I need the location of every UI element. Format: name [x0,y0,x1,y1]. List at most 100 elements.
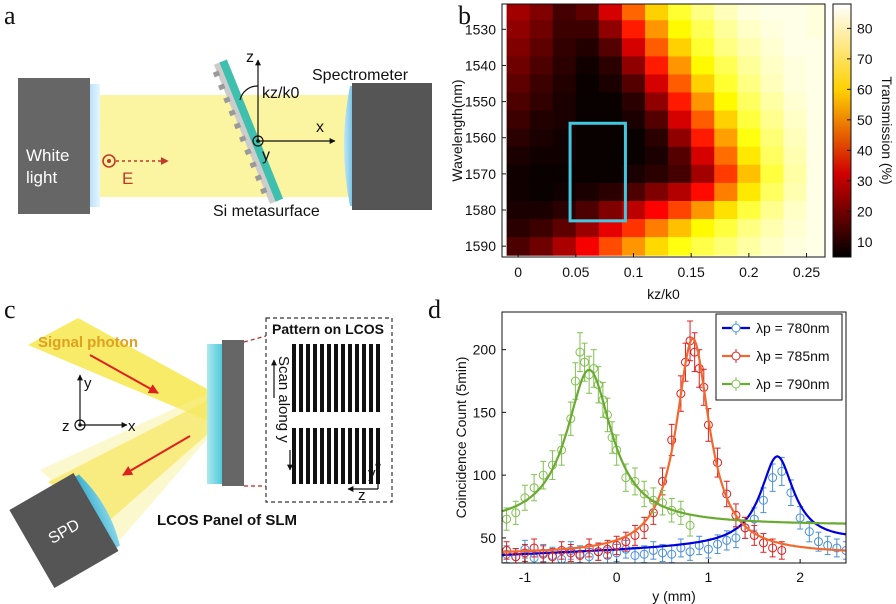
heatmap-cell [575,74,600,94]
heatmap-cell [668,38,692,57]
heatmap-cell [621,128,646,148]
panel-c-label: c [4,295,16,324]
heatmap-cell [760,74,784,94]
heatmap-cell [621,20,646,39]
heatmap-cell [575,219,600,238]
stripe-upper [369,344,373,412]
heatmap-cell [714,20,738,39]
data-point [612,540,622,550]
c-axis-x-label: x [128,418,136,435]
panel-c: c Signal photon y z x Pattern on LCOS Sc… [4,295,393,588]
spd-box [9,473,119,588]
data-point [667,549,677,559]
x-tick-label: 1 [705,569,713,585]
heatmap-cell [691,237,715,256]
data-point [511,508,521,518]
heatmap-cell [506,200,531,220]
heatmap-cell [806,4,826,21]
heatmap-cell [806,110,826,130]
x-tick-label: -1 [519,569,532,585]
heatmap-cell [598,200,623,220]
colorbar [832,3,852,258]
stripe-lower [313,428,317,484]
data-point [768,473,778,483]
plot-y-label: Coincidence Count (5min) [453,357,469,519]
heatmap-cell [575,146,600,166]
data-point [832,543,842,553]
data-point [777,545,787,555]
data-point [547,552,557,562]
heatmap-cell [529,92,554,112]
legend-marker [731,351,741,361]
c-axis-y-label: y [84,375,92,392]
stripe-lower [355,428,359,484]
data-point [538,470,548,480]
source-label-line2: light [26,168,57,187]
heatmap-cell [552,4,577,21]
heatmap-cell [714,56,738,75]
heatmap-cell [598,219,623,238]
data-point [630,550,640,560]
stripe-upper [362,344,366,412]
heatmap-cells [506,4,826,256]
heatmap-cell [691,4,715,21]
coincidence-plot [502,320,846,563]
x-tick-label: 0 [613,569,621,585]
heatmap-cell [737,74,761,94]
data-point [520,548,530,558]
heatmap-cell [552,56,577,75]
heatmap-cell [552,219,577,238]
heatmap-cell [621,219,646,238]
colorbar-label: Transmission (%) [879,76,895,184]
colorbar-tick-label: 80 [857,20,873,36]
stripe-upper [341,344,345,412]
stripe-upper [313,344,317,412]
field-polarization-icon [102,154,169,168]
heatmap-cell [737,237,761,256]
heatmap-cell [760,146,784,166]
heatmap-cell [668,164,692,184]
heatmap-cell [714,200,738,220]
colorbar-tick-label: 20 [857,203,873,219]
heatmap-cell [645,92,669,112]
heatmap-cell [668,110,692,130]
slm-surface [207,344,223,484]
heatmap-cell [783,146,808,166]
heatmap-cell [575,110,600,130]
signal-photon-label: Signal photon [38,334,138,351]
heatmap-cell [598,182,623,202]
heatmap-cell [645,20,669,39]
data-point [621,537,631,547]
x-tick-label: 0.1 [624,264,644,280]
heatmap-cell [645,4,669,21]
heatmap-cell [737,164,761,184]
stripe-upper [334,344,338,412]
heatmap-cell [621,74,646,94]
data-point [602,544,612,554]
data-point [639,489,649,499]
heatmap-cell [645,56,669,75]
heatmap-cell [760,128,784,148]
annotation-box [568,121,627,223]
heatmap-cell [714,128,738,148]
heatmap-cell [575,38,600,57]
heatmap-cell [529,146,554,166]
data-point [740,523,750,533]
heatmap-cell [668,146,692,166]
heatmap-cell [714,110,738,130]
axis-y-label: y [262,147,270,164]
heatmap-y-label: Wavelength(nm) [449,79,465,181]
plot-x-label: y (mm) [652,588,696,604]
heatmap-cell [737,38,761,57]
heatmap-cell [645,74,669,94]
heatmap-cell [783,38,808,57]
heatmap-cell [737,182,761,202]
stripe-lower [306,428,310,484]
heatmap-cell [806,92,826,112]
y-tick-label: 1590 [465,238,496,254]
heatmap-cell [714,182,738,202]
zoom-line-top [243,335,267,343]
heatmap-cell [552,92,577,112]
stripe-lower [348,428,352,484]
heatmap-cell [506,38,531,57]
